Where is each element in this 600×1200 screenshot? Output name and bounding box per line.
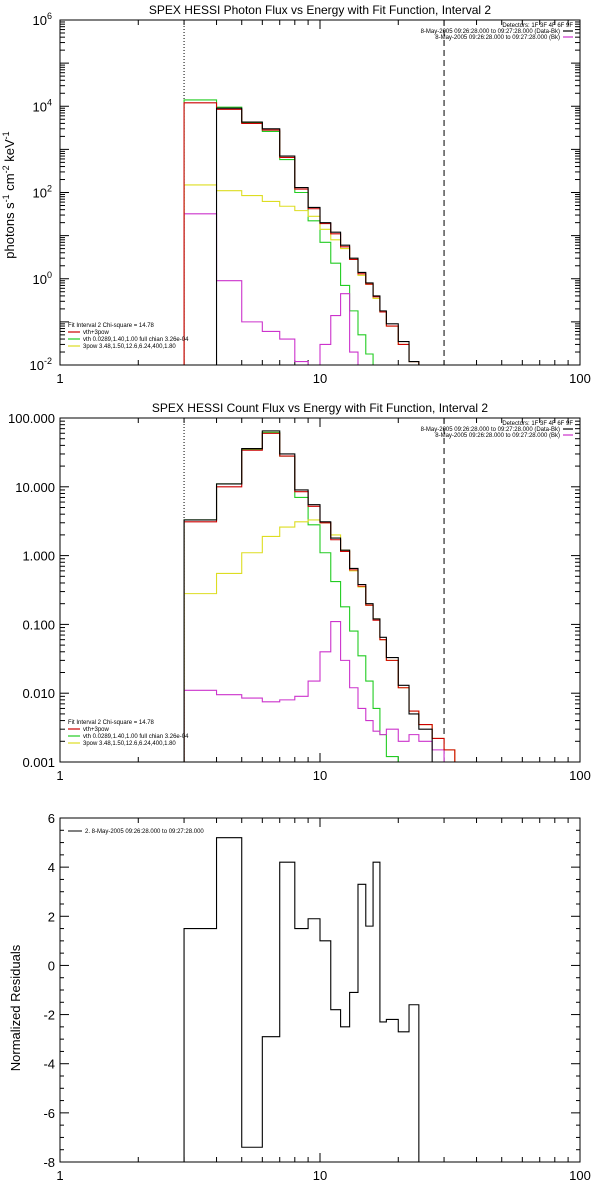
plot-area xyxy=(183,99,420,365)
y-tick-label: 6 xyxy=(48,811,55,826)
data-series xyxy=(183,430,433,762)
background-line xyxy=(183,213,359,365)
y-tick-label: 4 xyxy=(48,860,55,875)
plot-area xyxy=(183,430,466,762)
residuals-panel: Normalized Residuals 1 10 100 -8 -6 -4 -2 0 2 4 6 2… xyxy=(8,811,591,1183)
legend-entry: 2. 8-May-2005 09:26:28.000 to 09:27:28.0… xyxy=(85,829,204,835)
x-tick-label: 1 xyxy=(56,371,63,386)
residuals-y-axis-label: Normalized Residuals xyxy=(8,944,23,1071)
y-tick-label: 0.010 xyxy=(22,686,55,701)
residual-series xyxy=(183,837,420,1162)
background-line xyxy=(183,621,445,762)
background-series xyxy=(183,213,359,365)
plot-area xyxy=(183,837,420,1162)
plot-frame xyxy=(59,417,581,763)
y-tick-label: 1.000 xyxy=(22,549,55,564)
y-tick-label: 102 xyxy=(33,184,52,201)
data-line xyxy=(183,430,433,762)
background-series xyxy=(183,621,445,762)
x-tick-label: 1 xyxy=(56,1168,63,1183)
fit-legend-entry: vth 0.0289,1.40,1.00 full chian 3.26e-04 xyxy=(83,337,189,343)
y-tick-label: -8 xyxy=(43,1155,55,1170)
y-tick-label: 0.100 xyxy=(22,617,55,632)
powerlaw-series xyxy=(183,519,466,762)
powerlaw-line xyxy=(183,519,466,762)
fit-legend-entry: vth+3pow xyxy=(83,330,110,336)
fit-legend-entry: vth+3pow xyxy=(83,727,110,733)
count-flux-title: SPEX HESSI Count Flux vs Energy with Fit… xyxy=(152,401,488,415)
thermal-line xyxy=(183,99,374,365)
x-tick-label: 100 xyxy=(569,1168,591,1183)
model-series xyxy=(183,102,420,365)
count-flux-panel: SPEX HESSI Count Flux vs Energy with Fit… xyxy=(8,401,591,783)
y-tick-label: 10-2 xyxy=(30,356,52,373)
legend-header: Detectors: 1F 3F 4F 6F 9F xyxy=(502,421,573,427)
thermal-series xyxy=(183,99,374,365)
x-tick-label: 10 xyxy=(313,768,327,783)
y-tick-label: 2 xyxy=(48,909,55,924)
model-series xyxy=(183,432,456,762)
photon-flux-title: SPEX HESSI Photon Flux vs Energy with Fi… xyxy=(149,3,491,17)
plot-frame xyxy=(59,19,581,366)
model-line xyxy=(183,102,420,365)
plot-frame xyxy=(59,817,581,1163)
photon-flux-panel: SPEX HESSI Photon Flux vs Energy with Fi… xyxy=(1,3,591,386)
y-tick-label: 100.000 xyxy=(8,411,55,426)
x-tick-label: 100 xyxy=(569,371,591,386)
y-tick-label: 106 xyxy=(33,11,52,28)
thermal-line xyxy=(183,431,399,762)
y-tick-label: 100 xyxy=(33,270,52,287)
y-tick-label: 0 xyxy=(48,958,55,973)
y-tick-label: -2 xyxy=(43,1008,55,1023)
residual-line xyxy=(183,837,420,1162)
legend-entry: 8-May-2005 09:26:28.000 to 09:27:28.000 … xyxy=(435,35,560,41)
model-line xyxy=(183,432,456,762)
x-tick-label: 100 xyxy=(569,768,591,783)
legend-entry: 8-May-2005 09:26:28.000 to 09:27:28.000 … xyxy=(435,433,560,439)
legend-header: Detectors: 1F 3F 4F 6F 9F xyxy=(502,23,573,29)
data-line xyxy=(215,107,420,365)
photon-flux-y-axis-label: photons s-1 cm-2 keV-1 xyxy=(1,131,17,258)
y-tick-label: 10.000 xyxy=(15,480,55,495)
y-tick-label: 0.001 xyxy=(22,755,55,770)
y-tick-label: -6 xyxy=(43,1106,55,1121)
y-tick-label: -4 xyxy=(43,1057,55,1072)
fit-legend-entry: vth 0.0289,1.40,1.00 full chian 3.26e-04 xyxy=(83,734,189,740)
fit-legend-header: Fit Interval 2 Chi-square = 14.78 xyxy=(68,323,155,329)
legend-entry: 8-May-2005 09:26:28.000 to 09:27:28.000 … xyxy=(421,29,560,35)
thermal-series xyxy=(183,431,399,762)
y-tick-label: 104 xyxy=(33,97,52,114)
legend-entry: 8-May-2005 09:26:28.000 to 09:27:28.000 … xyxy=(421,427,560,433)
fit-legend-header: Fit Interval 2 Chi-square = 14.78 xyxy=(68,720,155,726)
data-series xyxy=(215,107,420,365)
x-tick-label: 10 xyxy=(313,1168,327,1183)
fit-legend-entry: 3pow 3.48,1.50,12.6,6.24,400,1.80 xyxy=(83,344,176,350)
x-tick-label: 1 xyxy=(56,768,63,783)
fit-legend-entry: 3pow 3.48,1.50,12.6,6.24,400,1.80 xyxy=(83,741,176,747)
x-tick-label: 10 xyxy=(313,371,327,386)
